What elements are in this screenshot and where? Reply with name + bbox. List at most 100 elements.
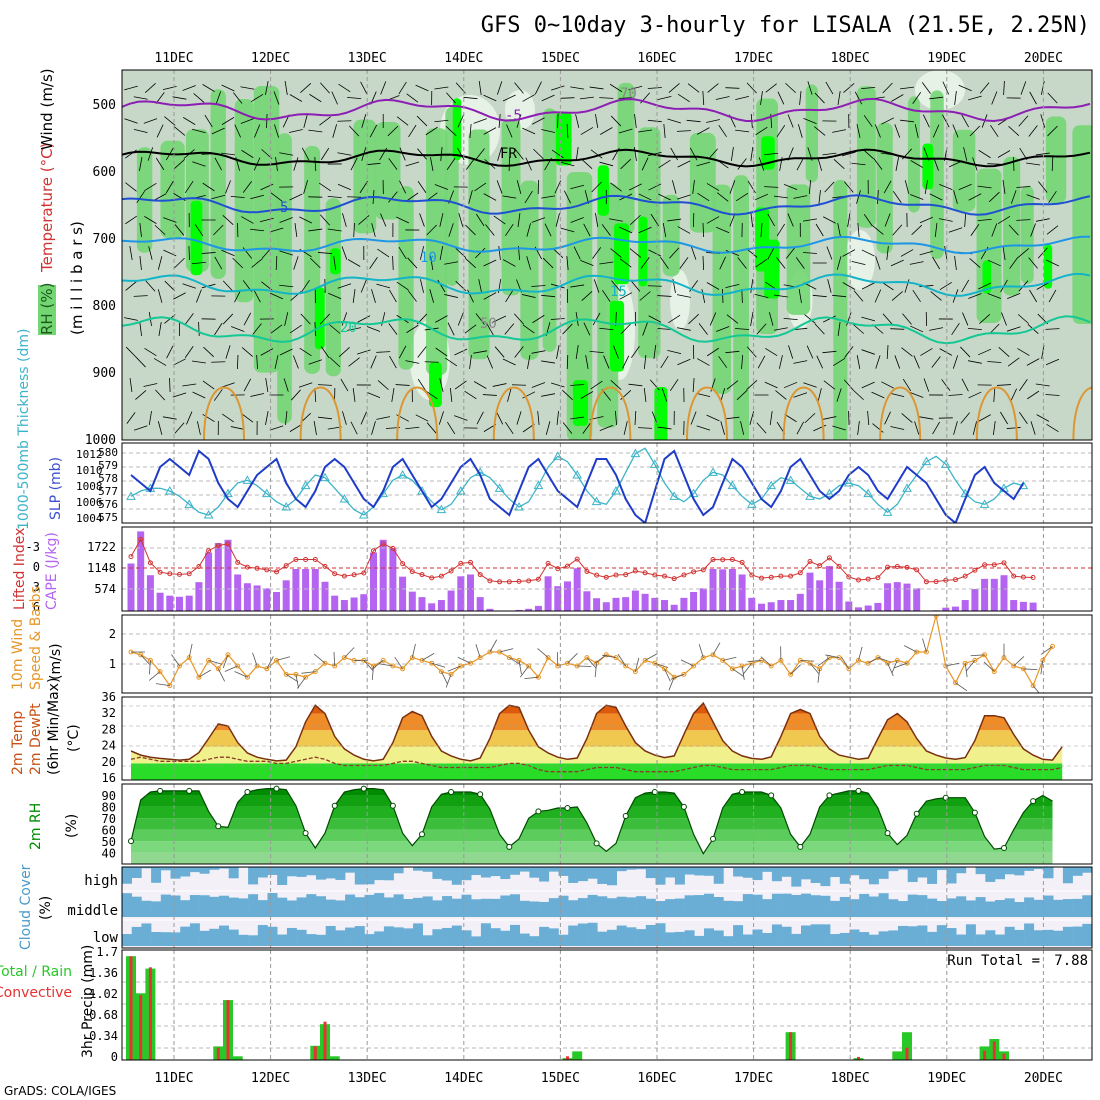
- wind-barb: [211, 127, 225, 135]
- wind-speed-marker: [409, 655, 415, 661]
- wind-barb: [648, 249, 662, 257]
- wind-barb: [497, 147, 502, 161]
- wind-barb: [143, 383, 158, 387]
- wind-barb: [716, 226, 730, 234]
- date-label-bottom: 11DEC: [154, 1071, 193, 1086]
- wind-barb: [861, 86, 876, 90]
- wind-barb: [964, 212, 967, 228]
- wind-barb: [610, 380, 622, 390]
- cloud-low-bar: [927, 931, 938, 946]
- date-label-bottom: 14DEC: [444, 1071, 483, 1086]
- wind-barb: [369, 256, 378, 270]
- cape-bar: [961, 600, 969, 611]
- rh-moist-column: [833, 179, 848, 440]
- wind-barb: [677, 226, 691, 234]
- wind-barb: [643, 388, 647, 402]
- wind-barb: [861, 316, 876, 322]
- li-marker: [1001, 560, 1007, 566]
- wind-barb: [301, 279, 310, 293]
- wind-barb: [954, 256, 957, 270]
- wind-barb: [202, 380, 215, 390]
- wind-barb: [863, 214, 873, 226]
- li-marker: [341, 573, 347, 579]
- wind-barb: [690, 246, 697, 260]
- cloud-high-bar: [859, 867, 870, 880]
- precip-label-a: Total / Rain: [0, 964, 72, 980]
- cloud-mid-bar: [1082, 895, 1093, 917]
- wind-barb: [599, 425, 613, 431]
- cloud-mid-bar: [917, 895, 928, 917]
- surface-wind-barb: [644, 653, 658, 661]
- thickness-line: [130, 447, 1024, 516]
- wind-barb: [1008, 224, 1019, 236]
- wind-speed-marker: [700, 655, 706, 661]
- wind-barb: [252, 323, 262, 335]
- precip-tick: 1.36: [89, 966, 118, 980]
- wind-barb: [592, 247, 602, 259]
- surface-wind-barb: [817, 657, 830, 667]
- wind-barb: [154, 224, 166, 236]
- wind-barb: [1036, 414, 1050, 422]
- thickness-tick: 579: [98, 459, 118, 472]
- li-marker: [632, 568, 638, 574]
- cloud-mid-bar: [413, 897, 423, 917]
- wind-barb: [872, 423, 884, 433]
- cloud-high-bar: [1033, 867, 1044, 870]
- wind-barb: [890, 259, 904, 267]
- wind-barb: [514, 346, 524, 358]
- cloud-low-bar: [432, 929, 443, 946]
- wind-barb: [619, 258, 632, 268]
- cape-bar: [583, 591, 591, 611]
- li-marker: [254, 565, 260, 571]
- cape-bar: [302, 569, 310, 611]
- wind-speed-marker: [215, 666, 221, 672]
- thickness-marker: [649, 459, 660, 468]
- cloud-mid-bar: [432, 900, 443, 917]
- wind-barb: [133, 425, 148, 431]
- wind-barb: [562, 323, 573, 335]
- wind-barb: [124, 118, 138, 124]
- wind-barb: [793, 195, 808, 199]
- wind-barb: [932, 421, 940, 435]
- wind-barb: [589, 351, 604, 353]
- cloud-cover-panel: [122, 867, 1093, 949]
- wind-barb: [599, 161, 614, 167]
- wind-barb: [890, 328, 905, 330]
- cloud-low-bar: [1043, 929, 1054, 946]
- panel-frame: [121, 614, 1093, 694]
- cape-bar: [146, 575, 154, 611]
- cloud-low-bar: [519, 933, 530, 946]
- cloud-low-bar: [354, 926, 365, 946]
- cloud-high-bar: [180, 867, 191, 877]
- cape-bar: [360, 594, 368, 611]
- wind-barb: [910, 325, 924, 333]
- surface-wind-barb: [594, 663, 597, 678]
- wind-barb: [891, 291, 903, 301]
- date-label-top: 15DEC: [541, 51, 580, 66]
- wind-barb: [882, 82, 893, 94]
- wind-speed-marker: [865, 660, 871, 666]
- wind-barb: [628, 183, 642, 191]
- wind-barb: [702, 90, 705, 106]
- wind-barb: [804, 314, 816, 324]
- cloud-low-bar: [238, 934, 249, 946]
- wind-barb: [726, 314, 739, 324]
- cape-bar: [437, 600, 445, 611]
- thickness-marker: [281, 501, 292, 511]
- wind-speed-marker: [953, 680, 958, 686]
- wind-speed-marker: [720, 657, 726, 663]
- wind-barb: [899, 119, 915, 123]
- cloud-high-bar: [529, 867, 540, 878]
- wind-barb: [399, 180, 407, 194]
- wind-speed-marker: [991, 669, 997, 675]
- wind-barb: [279, 284, 294, 288]
- wind-barb: [754, 293, 769, 299]
- wind-barb: [269, 227, 284, 233]
- wind-barb: [552, 247, 564, 259]
- wind-barb: [808, 179, 812, 195]
- wind-barb: [214, 256, 223, 270]
- cape-bar: [185, 595, 193, 611]
- wind-barb: [640, 257, 650, 269]
- cloud-high-bar: [645, 867, 656, 879]
- wind-barb: [814, 92, 825, 104]
